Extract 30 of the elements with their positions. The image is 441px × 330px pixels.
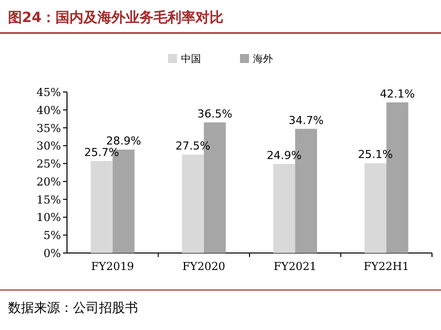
data-label: 42.1% (380, 87, 415, 100)
legend-label: 中国 (181, 53, 201, 65)
data-label: 34.7% (288, 114, 324, 127)
y-tick-label: 25% (36, 158, 61, 171)
data-label: 36.5% (197, 107, 232, 120)
legend-label: 海外 (253, 53, 273, 65)
data-label: 24.9% (266, 148, 302, 162)
data-label: 27.5% (175, 140, 210, 153)
data-label: 25.7% (84, 146, 120, 160)
y-tick-label: 15% (36, 193, 61, 206)
x-tick-label: FY2020 (182, 260, 226, 273)
bar (364, 163, 386, 253)
data-label: 28.9% (106, 134, 142, 148)
x-tick-label: FY2019 (91, 260, 134, 273)
y-tick-label: 45% (36, 86, 61, 99)
source-note: 数据来源：公司招股书 (8, 301, 138, 316)
y-tick-label: 10% (36, 211, 61, 224)
x-tick-label: FY22H1 (364, 260, 410, 273)
y-tick-label: 5% (44, 229, 61, 242)
y-tick-label: 20% (36, 175, 61, 188)
y-tick-label: 40% (36, 104, 61, 117)
y-tick-label: 30% (36, 140, 61, 153)
bar (273, 164, 296, 253)
bar (90, 161, 113, 253)
x-tick-label: FY2021 (274, 260, 317, 273)
data-label: 25.1% (358, 148, 393, 162)
y-tick-label: 0% (44, 247, 61, 260)
chart-title: 图24：国内及海外业务毛利率对比 (8, 9, 224, 26)
bar (182, 154, 204, 253)
y-tick-label: 35% (36, 122, 61, 135)
